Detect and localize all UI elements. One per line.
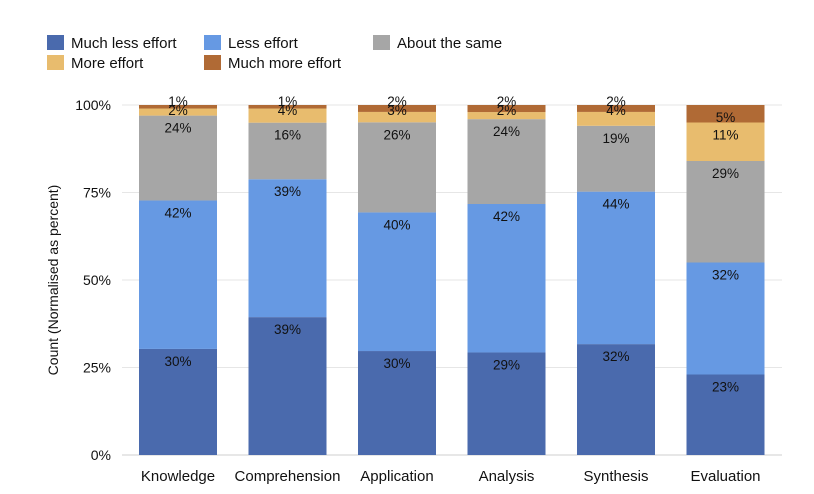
legend-swatch-more-effort	[47, 55, 64, 70]
bar-segment	[577, 191, 655, 345]
bar-segment	[577, 105, 655, 112]
bar-segment	[577, 344, 655, 455]
y-tick-label: 75%	[83, 185, 111, 201]
bar-segment	[467, 203, 546, 353]
bar-segment	[686, 105, 765, 123]
bar-segment	[139, 115, 217, 201]
data-label: 4%	[278, 103, 298, 118]
legend-label-much-more-effort: Much more effort	[228, 55, 342, 72]
bar-segment	[467, 105, 546, 113]
x-tick-label: Comprehension	[235, 468, 341, 485]
legend-swatch-less-effort	[204, 35, 221, 50]
data-label: 44%	[602, 197, 629, 212]
data-label: 42%	[493, 209, 520, 224]
bar-segment	[139, 105, 217, 109]
y-tick-label: 50%	[83, 272, 111, 288]
bar-segment	[139, 108, 217, 116]
data-label: 39%	[274, 184, 301, 199]
bar-segment	[686, 161, 765, 263]
y-tick-label: 100%	[75, 97, 111, 113]
data-label: 4%	[606, 103, 626, 118]
bar-segment	[248, 122, 327, 180]
y-tick-label: 25%	[83, 360, 111, 376]
data-label: 39%	[274, 322, 301, 337]
data-label: 26%	[383, 127, 410, 142]
legend-swatch-about-the-same	[373, 35, 390, 50]
data-label: 24%	[164, 121, 191, 136]
bar-segment	[686, 374, 765, 455]
x-tick-label: Knowledge	[141, 468, 215, 485]
legend-swatch-much-more-effort	[204, 55, 221, 70]
bar-segment	[358, 111, 436, 123]
data-label: 30%	[164, 354, 191, 369]
x-tick-label: Evaluation	[690, 468, 760, 485]
data-label: 32%	[602, 349, 629, 364]
data-label: 40%	[383, 217, 410, 232]
data-label: 2%	[497, 103, 517, 118]
bars: 30%42%24%2%1%39%39%16%4%1%30%40%26%3%2%2…	[139, 94, 765, 455]
bar-segment	[577, 125, 655, 192]
data-label: 30%	[383, 356, 410, 371]
data-label: 32%	[712, 268, 739, 283]
data-label: 1%	[168, 94, 188, 109]
data-label: 2%	[606, 94, 626, 109]
bar-segment	[686, 262, 765, 375]
data-label: 11%	[712, 128, 738, 143]
data-label: 3%	[387, 103, 407, 118]
legend-label-about-the-same: About the same	[397, 35, 502, 52]
bar-segment	[577, 111, 655, 126]
bar-segment	[248, 317, 327, 455]
data-label: 19%	[602, 131, 629, 146]
bar-segment	[358, 122, 436, 213]
bar-segment	[467, 352, 546, 455]
bar-segment	[467, 119, 546, 204]
bar-segment	[358, 351, 436, 455]
data-label: 5%	[716, 110, 736, 125]
legend-label-less-effort: Less effort	[228, 35, 299, 52]
y-axis-title: Count (Normalised as percent)	[45, 185, 61, 376]
data-label: 2%	[168, 103, 188, 118]
data-label: 1%	[278, 94, 298, 109]
data-label: 24%	[493, 124, 520, 139]
data-label: 2%	[387, 94, 407, 109]
bar-segment	[248, 108, 327, 123]
x-tick-label: Application	[360, 468, 433, 485]
bar-segment	[467, 112, 546, 120]
x-tick-label: Analysis	[479, 468, 535, 485]
data-label: 42%	[164, 205, 191, 220]
bar-segment	[358, 105, 436, 112]
legend-label-much-less-effort: Much less effort	[71, 35, 177, 52]
legend: Much less effort Less effort About the sam…	[47, 35, 502, 72]
legend-swatch-much-less-effort	[47, 35, 64, 50]
bar-segment	[686, 122, 765, 161]
bar-segment	[139, 348, 217, 455]
bar-segment	[358, 212, 436, 352]
data-label: 29%	[712, 166, 739, 181]
legend-label-more-effort: More effort	[71, 55, 144, 72]
gridlines	[122, 104, 782, 456]
bar-segment	[248, 179, 327, 318]
bar-segment	[248, 105, 327, 109]
data-label: 23%	[712, 380, 739, 395]
data-label: 2%	[497, 94, 517, 109]
x-tick-label: Synthesis	[583, 468, 648, 485]
bar-segment	[139, 200, 217, 349]
x-axis-ticks: Knowledge Comprehension Application Analysi…	[141, 468, 761, 485]
y-axis-ticks: 0% 25% 50% 75% 100%	[75, 97, 111, 463]
data-label: 16%	[274, 128, 301, 143]
y-tick-label: 0%	[91, 447, 111, 463]
data-label: 29%	[493, 357, 520, 372]
